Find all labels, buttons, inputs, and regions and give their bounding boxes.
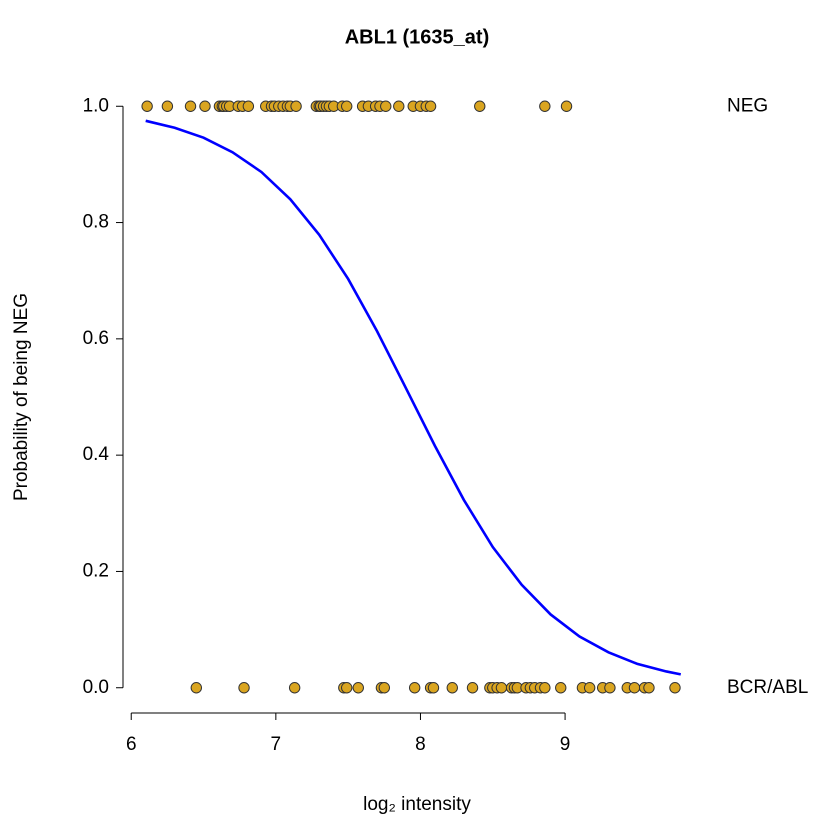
- point: [466, 682, 479, 694]
- point: [393, 100, 405, 112]
- point: [190, 682, 203, 694]
- fit-curve: [145, 119, 682, 676]
- point: [539, 100, 551, 112]
- point: [604, 682, 616, 694]
- point: [199, 100, 211, 112]
- y-axis-label: Probability of being NEG: [11, 293, 32, 501]
- y-tick-label: 1.0: [83, 95, 109, 116]
- y-tick-label: 0.6: [83, 328, 109, 349]
- x-tick-label: 7: [271, 734, 282, 755]
- x-tick-label: 6: [126, 734, 137, 755]
- y-tick-label: 0.4: [83, 444, 110, 465]
- y-tick-label: 0.2: [83, 560, 109, 581]
- point: [583, 682, 596, 694]
- point: [380, 100, 392, 112]
- point: [341, 100, 353, 112]
- chart-title: ABL1 (1635_at): [345, 26, 490, 48]
- point: [341, 682, 353, 694]
- y-tick-label: 0.8: [83, 212, 109, 233]
- x-tick-label: 9: [560, 734, 571, 755]
- point: [474, 100, 486, 112]
- x-tick-label: 8: [415, 734, 426, 755]
- point: [378, 682, 391, 694]
- point: [643, 682, 655, 694]
- point: [560, 100, 573, 112]
- y-tick-label: 0.0: [83, 677, 109, 698]
- right-label: BCR/ABL: [727, 677, 808, 698]
- point: [288, 682, 301, 694]
- point: [539, 682, 551, 694]
- point: [184, 100, 197, 112]
- point: [408, 682, 421, 694]
- point: [242, 100, 255, 112]
- point: [427, 682, 440, 694]
- point: [495, 682, 508, 694]
- point: [628, 682, 641, 694]
- point: [141, 100, 153, 112]
- point: [424, 100, 437, 112]
- point: [352, 682, 364, 694]
- right-label: NEG: [727, 95, 768, 116]
- point: [238, 682, 250, 694]
- point: [161, 100, 174, 112]
- x-axis-label: log₂ intensity: [363, 794, 471, 815]
- point: [290, 100, 302, 112]
- point: [669, 682, 681, 694]
- point: [555, 682, 567, 694]
- point: [446, 682, 458, 694]
